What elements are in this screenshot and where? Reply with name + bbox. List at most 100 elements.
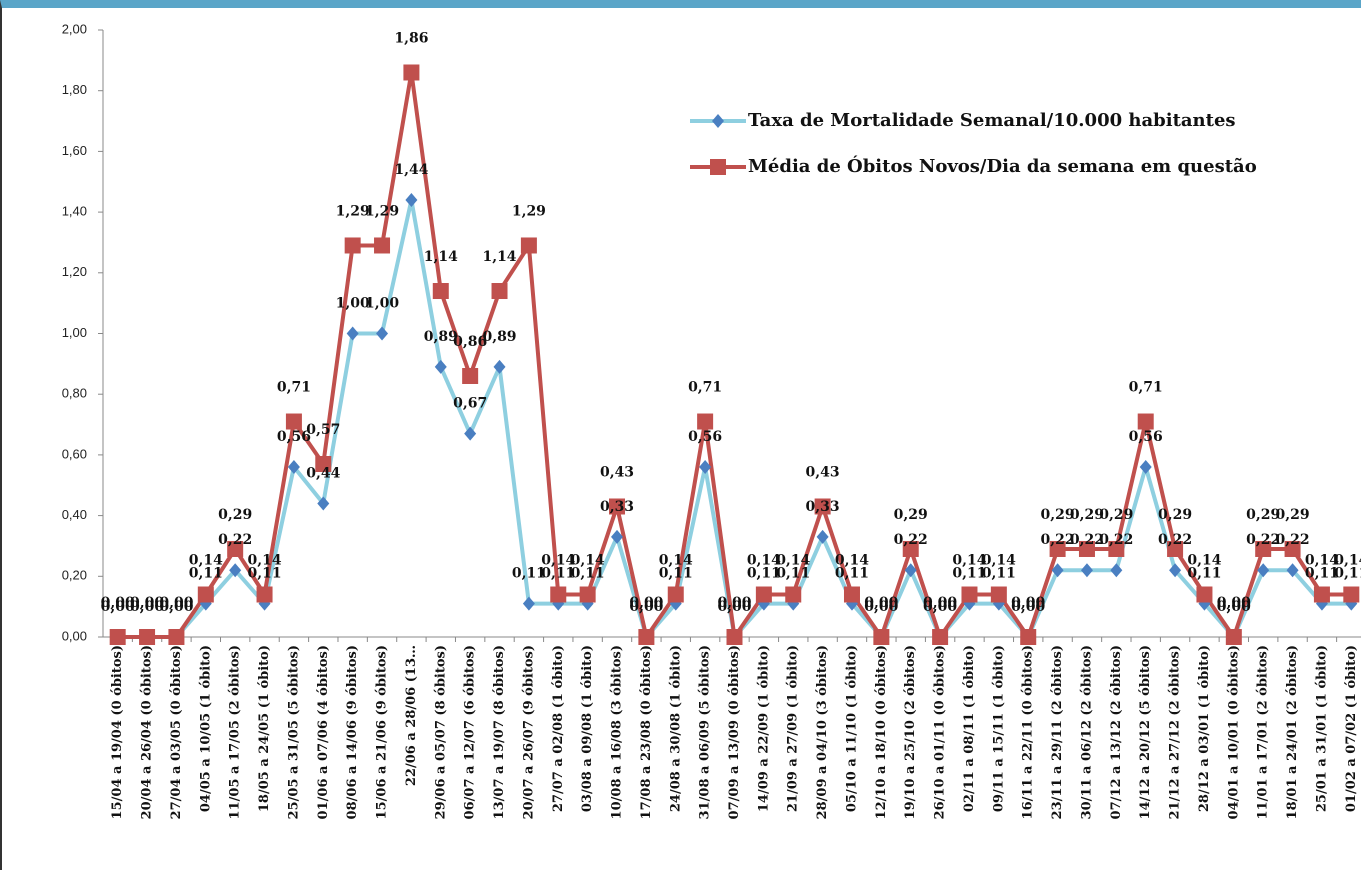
data-point	[638, 629, 655, 645]
y-tick-label: 0,80	[62, 386, 87, 401]
x-tick-label: 10/08 a 16/08 (3 óbitos)	[610, 645, 625, 819]
data-point	[609, 498, 626, 515]
data-label: 1,86	[394, 30, 428, 46]
data-label: 0,11	[571, 566, 605, 582]
x-tick-label: 06/07 a 12/07 (6 óbitos)	[463, 645, 478, 819]
data-label: 0,00	[864, 595, 898, 611]
y-tick-label: 1,20	[62, 264, 87, 279]
data-point	[816, 529, 829, 544]
data-label: 0,00	[1217, 595, 1251, 611]
data-point	[344, 237, 361, 254]
data-label: 0,56	[277, 429, 311, 445]
data-point	[168, 629, 185, 645]
data-point	[579, 586, 596, 603]
data-label: 1,14	[482, 249, 516, 265]
x-tick-label: 15/06 a 21/06 (9 óbitos)	[375, 645, 390, 819]
x-tick-label: 01/06 a 07/06 (4 óbitos)	[316, 645, 331, 819]
data-point	[726, 629, 743, 645]
x-tick-label: 07/12 a 13/12 (2 óbitos)	[1109, 645, 1124, 819]
data-label: 0,89	[424, 329, 458, 345]
data-point	[109, 629, 126, 645]
data-label: 0,43	[600, 464, 634, 480]
data-label: 0,00	[130, 595, 164, 611]
data-point	[755, 586, 772, 603]
data-label: 0,11	[512, 566, 546, 582]
x-tick-label: 28/09 a 04/10 (3 óbitos)	[815, 645, 830, 819]
data-label: 0,71	[688, 380, 722, 396]
data-point	[785, 586, 802, 603]
x-tick-label: 14/12 a 20/12 (5 óbitos)	[1138, 645, 1153, 819]
data-point	[520, 237, 537, 254]
data-point	[405, 192, 418, 207]
data-point	[1139, 460, 1152, 475]
y-tick-label: 0,00	[62, 628, 87, 643]
data-label: 0,86	[453, 334, 487, 350]
data-point	[522, 596, 535, 611]
x-tick-label: 21/09 a 27/09 (1 óbito)	[786, 645, 801, 812]
x-tick-label: 20/04 a 26/04 (0 óbitos)	[140, 645, 155, 819]
data-point	[317, 496, 330, 511]
data-label: 0,11	[982, 566, 1016, 582]
data-label: 0,14	[659, 553, 693, 569]
x-tick-label: 03/08 a 09/08 (1 óbito)	[580, 645, 595, 812]
x-tick-label: 24/08 a 30/08 (1 óbito)	[668, 645, 683, 812]
data-label: 0,14	[747, 553, 781, 569]
data-label: 0,22	[218, 532, 252, 548]
data-label: 0,29	[1041, 507, 1075, 523]
data-label: 0,14	[835, 553, 869, 569]
data-point	[1255, 540, 1272, 557]
data-label: 1,00	[336, 296, 370, 312]
legend-label: Taxa de Mortalidade Semanal/10.000 habit…	[748, 110, 1236, 131]
data-label: 0,71	[1129, 380, 1163, 396]
x-tick-label: 04/05 a 10/05 (1 óbito)	[198, 645, 213, 812]
x-tick-label: 15/04 a 19/04 (0 óbitos)	[110, 645, 125, 819]
data-label: 0,00	[629, 599, 663, 615]
data-label: 0,14	[1187, 553, 1221, 569]
data-point	[403, 64, 420, 81]
x-tick-label: 21/12 a 27/12 (2 óbitos)	[1168, 645, 1183, 819]
x-tick-label: 19/10 a 25/10 (2 óbitos)	[903, 645, 918, 819]
data-label: 0,14	[1334, 553, 1361, 569]
data-label: 0,33	[806, 499, 840, 515]
data-point	[434, 359, 447, 374]
data-point	[1137, 413, 1154, 430]
x-tick-label: 07/09 a 13/09 (0 óbitos)	[727, 645, 742, 819]
y-tick-label: 1,00	[62, 325, 87, 340]
data-point	[1169, 563, 1182, 578]
data-point	[1108, 540, 1125, 557]
data-label: 0,11	[1187, 566, 1221, 582]
data-label: 0,11	[747, 566, 781, 582]
x-tick-label: 20/07 a 26/07 (9 óbitos)	[521, 645, 536, 819]
data-label: 1,29	[512, 203, 546, 219]
data-label: 0,14	[1305, 553, 1339, 569]
x-tick-label: 27/04 a 03/05 (0 óbitos)	[169, 645, 184, 819]
data-label: 0,00	[1011, 599, 1045, 615]
x-tick-label: 08/06 a 14/06 (9 óbitos)	[345, 645, 360, 819]
legend-marker	[710, 159, 726, 175]
x-tick-label: 11/01 a 17/01 (2 óbitos)	[1256, 645, 1271, 819]
data-label: 0,00	[717, 595, 751, 611]
y-tick-label: 2,00	[62, 21, 87, 36]
data-point	[932, 629, 949, 645]
x-tick-label: 25/01 a 31/01 (1 óbito)	[1314, 645, 1329, 812]
data-point	[1225, 629, 1242, 645]
x-tick-label: 09/11 a 15/11 (1 óbito)	[991, 645, 1006, 812]
data-label: 1,14	[424, 249, 458, 265]
data-point	[697, 413, 714, 430]
data-point	[1049, 540, 1066, 557]
data-point	[1196, 586, 1213, 603]
data-label: 0,22	[1099, 532, 1133, 548]
data-label: 0,43	[806, 464, 840, 480]
data-label: 0,22	[1041, 532, 1075, 548]
data-label: 0,00	[717, 599, 751, 615]
data-label: 0,11	[835, 566, 869, 582]
x-tick-label: 30/11 a 06/12 (2 óbitos)	[1079, 645, 1094, 819]
data-point	[1286, 563, 1299, 578]
data-point	[493, 359, 506, 374]
data-point	[376, 326, 389, 341]
x-tick-label: 01/02 a 07/02 (1 óbito)	[1344, 645, 1359, 812]
data-label: 0,00	[864, 599, 898, 615]
data-label: 0,22	[1158, 532, 1192, 548]
data-label: 0,00	[1011, 595, 1045, 611]
